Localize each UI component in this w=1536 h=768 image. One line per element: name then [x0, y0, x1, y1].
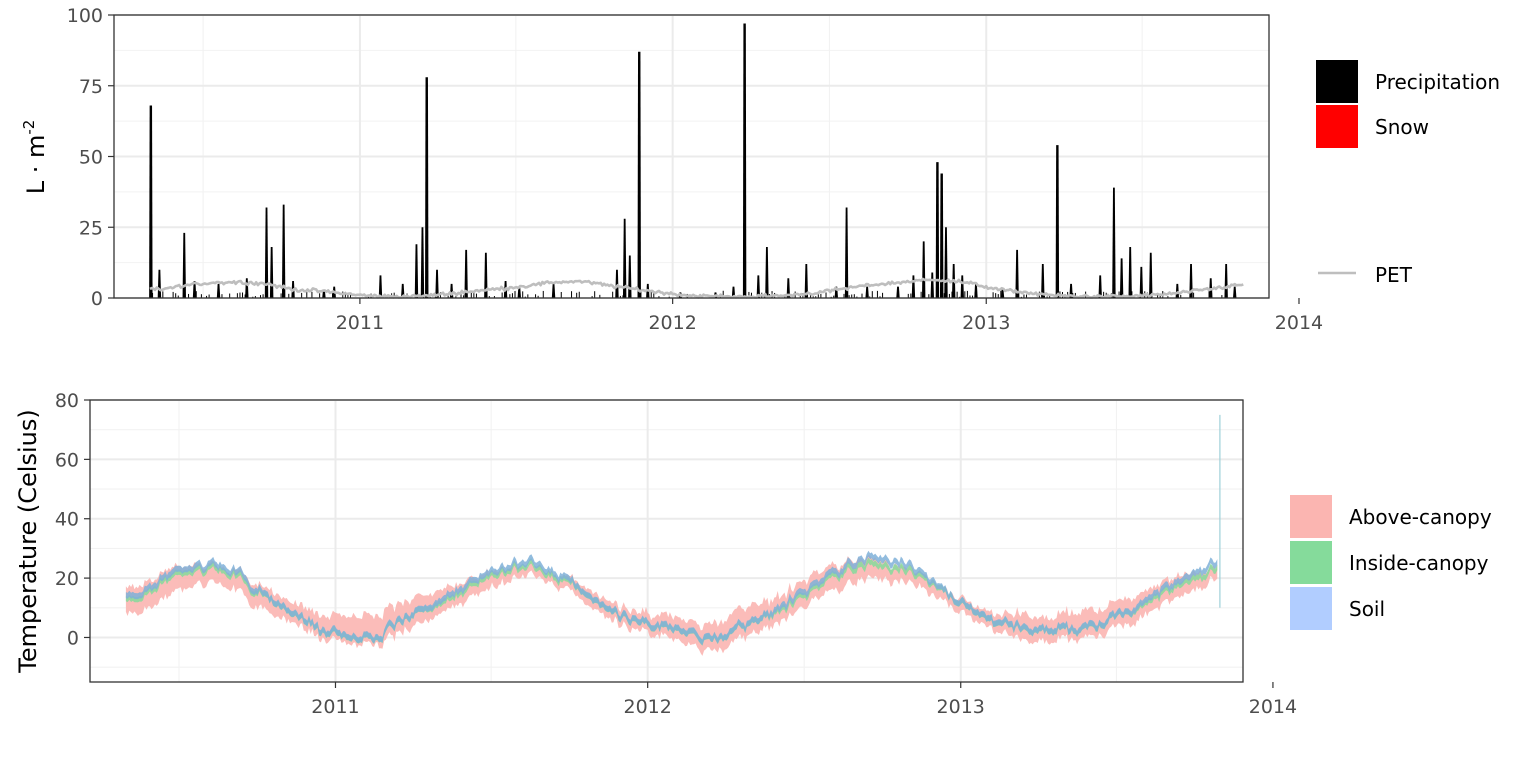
precip-bar: [551, 283, 556, 298]
precip-bar: [378, 275, 383, 298]
legend-label: Precipitation: [1375, 70, 1500, 94]
legend-label: Inside-canopy: [1349, 551, 1489, 575]
precip-bar: [786, 278, 791, 298]
x-tick-label: 2011: [311, 696, 359, 718]
y-tick-label: 0: [91, 288, 103, 310]
temperature-legend: Above-canopy Inside-canopy Soil: [1290, 495, 1492, 630]
precip-bar: [921, 241, 926, 298]
x-tick-label: 2013: [962, 312, 1010, 334]
precip-bar: [1233, 286, 1237, 298]
precip-panel: 0 25 50 75 100 2011 2012 2013 2014 L · m-2 Prec…: [20, 5, 1500, 334]
y-tick-label: 20: [55, 568, 79, 590]
precip-y-ticks: 0 25 50 75 100: [67, 5, 114, 310]
y-tick-label: 60: [55, 449, 79, 471]
precip-bar: [865, 286, 869, 298]
y-tick-label: 75: [79, 76, 103, 98]
above-canopy-band: [125, 554, 1218, 656]
precip-bar: [896, 286, 900, 298]
y-tick-label: 100: [67, 5, 103, 27]
precip-bar: [435, 269, 439, 298]
precip-bar: [182, 232, 186, 298]
precip-legend: Precipitation Snow PET: [1316, 60, 1500, 287]
precip-bar: [484, 252, 488, 298]
temperature-y-ticks: 0 20 40 60 80: [55, 390, 90, 649]
temperature-y-axis-label: Temperature (Celsius): [14, 409, 42, 673]
precip-bar: [756, 275, 761, 298]
precip-bar: [1139, 266, 1144, 298]
precip-bar: [1149, 252, 1153, 298]
precip-bar: [414, 244, 419, 298]
precip-bar: [622, 218, 627, 298]
temperature-plot-border: [89, 399, 1244, 683]
legend-label: Soil: [1349, 597, 1385, 621]
x-tick-label: 2012: [624, 696, 672, 718]
precip-bar: [939, 173, 944, 298]
legend-label: Above-canopy: [1349, 505, 1492, 529]
precip-bar: [281, 204, 286, 298]
precip-bar: [464, 249, 468, 298]
precip-bar: [637, 51, 641, 298]
precip-bar: [844, 207, 849, 298]
x-tick-label: 2014: [1275, 312, 1323, 334]
temperature-x-ticks: 2011 2012 2013 2014: [311, 682, 1297, 718]
precip-bar: [765, 247, 769, 298]
precip-bar: [425, 77, 429, 298]
x-tick-label: 2012: [648, 312, 696, 334]
precip-bar: [804, 264, 809, 298]
precip-bar: [420, 227, 425, 298]
precip-bar: [149, 105, 153, 298]
y-tick-label: 80: [55, 390, 79, 412]
precip-bar: [1128, 247, 1132, 298]
legend-key-soil: [1290, 587, 1332, 630]
precip-bar: [192, 281, 197, 298]
y-tick-label: 50: [79, 147, 103, 169]
y-tick-label: 0: [67, 627, 79, 649]
temperature-panel: 0 20 40 60 80 2011 2012 2013 2014 Temperature (…: [14, 390, 1492, 718]
legend-label: PET: [1375, 263, 1413, 287]
precip-y-axis-label: L · m-2: [20, 120, 50, 195]
precip-bar: [517, 286, 521, 298]
y-tick-label: 40: [55, 509, 79, 531]
legend-key-snow: [1316, 105, 1358, 148]
y-tick-label: 25: [79, 217, 103, 239]
precip-bar: [264, 207, 269, 298]
precip-bar: [216, 283, 221, 298]
precip-bar: [1015, 249, 1019, 298]
precip-x-ticks: 2011 2012 2013 2014: [336, 298, 1323, 334]
x-tick-label: 2014: [1249, 696, 1297, 718]
precip-bar: [1000, 289, 1005, 298]
legend-label: Snow: [1375, 115, 1429, 139]
precip-bar: [1098, 275, 1102, 298]
legend-key-above-canopy: [1290, 495, 1332, 538]
pet-line: [149, 277, 1244, 299]
precip-bar: [742, 23, 747, 299]
precip-bar: [1041, 264, 1045, 298]
precip-bar: [1055, 145, 1060, 298]
precip-bar: [935, 162, 940, 298]
precip-bar: [1112, 187, 1116, 298]
soil-band: [125, 550, 1218, 646]
precip-bars: [149, 23, 1237, 299]
precip-bar: [615, 269, 619, 298]
x-tick-label: 2011: [336, 312, 384, 334]
legend-key-precipitation: [1316, 60, 1358, 103]
x-tick-label: 2013: [937, 696, 985, 718]
precip-bar: [1119, 258, 1124, 298]
legend-key-inside-canopy: [1290, 541, 1332, 584]
precip-bar: [1224, 264, 1228, 298]
